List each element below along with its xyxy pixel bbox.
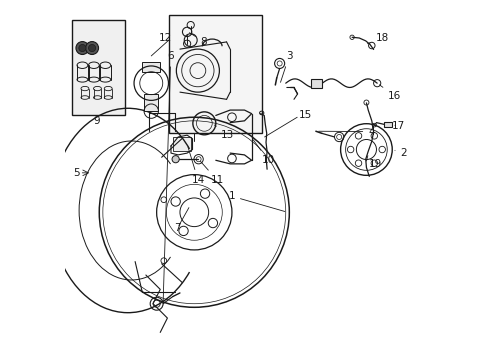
Text: 14: 14 [187,147,204,185]
Text: 5: 5 [73,168,80,178]
Bar [142,62,160,72]
Text: 1: 1 [228,191,285,212]
Text: 15: 15 [298,111,312,121]
Text: 18: 18 [367,33,388,44]
Text: 2: 2 [394,148,407,158]
Text: 6: 6 [163,51,174,301]
Circle shape [85,41,99,54]
Circle shape [79,44,86,51]
Bar [384,122,391,127]
Text: 4: 4 [318,127,374,136]
Text: 3: 3 [280,51,292,82]
Text: 16: 16 [379,85,400,101]
Text: 8: 8 [189,33,207,47]
Bar [172,137,190,151]
Bar [169,15,262,134]
Text: 19: 19 [368,159,382,169]
Text: 7: 7 [174,224,181,233]
Circle shape [172,156,179,163]
Bar [144,94,158,111]
Circle shape [76,41,89,54]
Text: 17: 17 [391,121,404,131]
Circle shape [88,44,96,51]
Text: 13: 13 [214,125,234,140]
Bar [72,21,125,116]
Text: 10: 10 [253,140,274,165]
Text: 9: 9 [93,116,100,126]
Bar [310,78,321,88]
Text: 12: 12 [159,33,172,43]
Text: 11: 11 [200,161,223,185]
